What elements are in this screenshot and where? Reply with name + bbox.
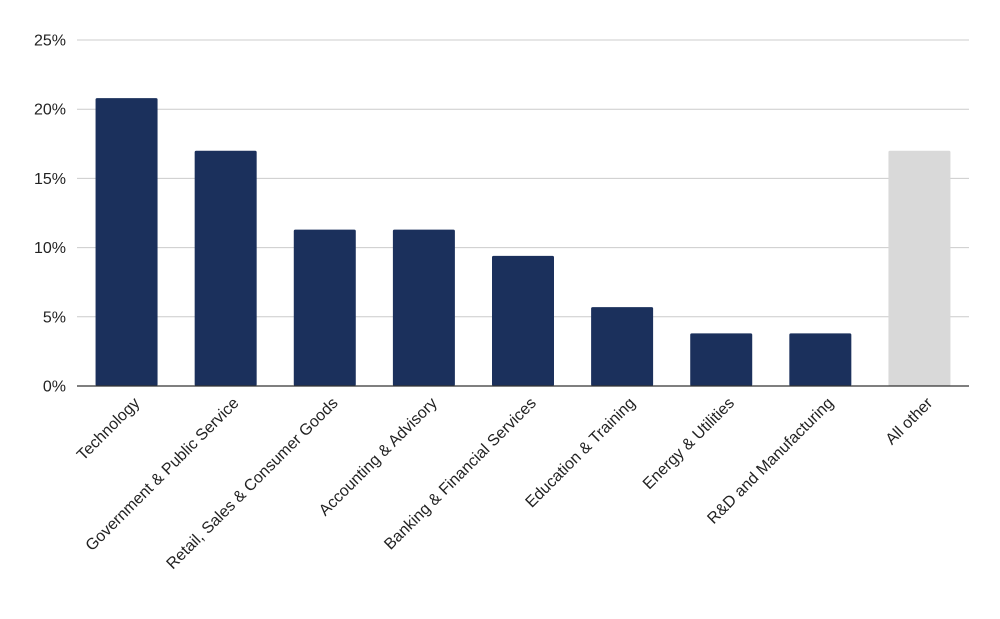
bar <box>194 150 257 386</box>
x-tick-label: Energy & Utilities <box>640 395 738 493</box>
bar <box>492 255 554 386</box>
bar <box>591 307 654 386</box>
x-tick-label: Technology <box>74 395 143 464</box>
y-tick-label: 0% <box>43 379 66 396</box>
y-tick-label: 15% <box>34 171 66 188</box>
bars <box>95 98 951 387</box>
y-tick-label: 5% <box>43 309 66 326</box>
y-tick-label: 10% <box>34 240 66 257</box>
bar <box>293 229 356 386</box>
x-tick-label: Education & Training <box>523 395 639 511</box>
y-axis-tick-labels: 0% 5% 10% 15% 20% 25% <box>34 33 66 396</box>
x-tick-label: All other <box>883 394 937 448</box>
bar <box>392 229 455 386</box>
y-tick-label: 25% <box>34 33 66 50</box>
bar <box>95 98 158 387</box>
x-tick-label: Retail, Sales & Consumer Goods <box>164 395 342 573</box>
y-tick-label: 20% <box>34 102 66 119</box>
bar <box>888 150 951 386</box>
bar <box>789 333 852 386</box>
bar <box>690 333 753 386</box>
